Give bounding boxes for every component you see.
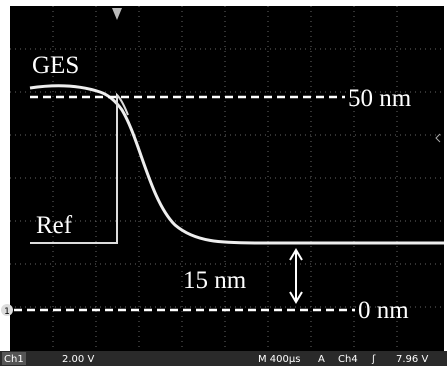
status-text: Ch1	[4, 354, 24, 365]
status-text: 7.96 V	[396, 354, 428, 365]
level-label: 50 nm	[348, 85, 412, 112]
gap-label: 15 nm	[183, 267, 247, 294]
status-text: 2.00 V	[62, 354, 94, 365]
status-text: A	[318, 354, 325, 365]
trace-label: Ref	[36, 212, 73, 239]
level-label: 0 nm	[358, 297, 409, 324]
trace-label: GES	[32, 52, 79, 79]
status-text: ʃ	[371, 354, 376, 365]
status-text: Ch4	[338, 354, 358, 365]
channel-marker-label: 1	[4, 307, 10, 317]
scope-screen: 1 GES Ref 50 nm 0 nm 15 nm Ch1 2.00 V M …	[0, 0, 447, 366]
status-text: M 400µs	[258, 354, 300, 365]
